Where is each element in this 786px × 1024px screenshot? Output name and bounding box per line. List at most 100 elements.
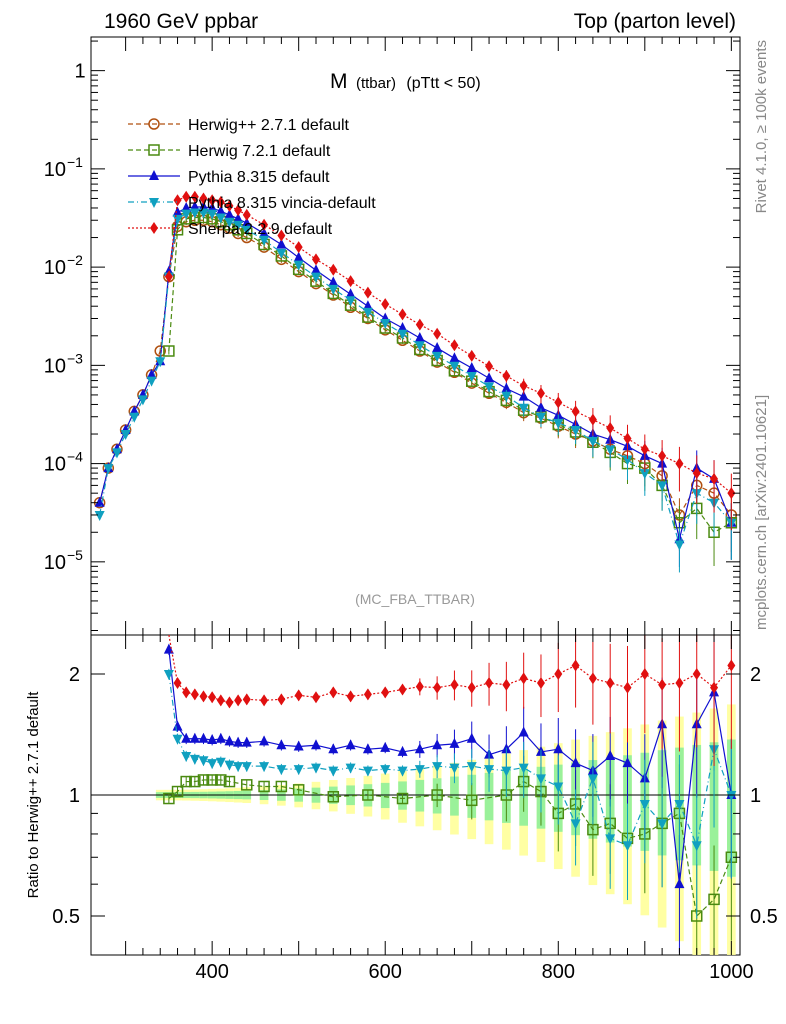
data-point (519, 379, 528, 392)
ratio-point (397, 745, 408, 756)
ratio-point (640, 668, 649, 680)
data-point (345, 288, 356, 299)
data-point (398, 308, 407, 321)
data-point (450, 339, 459, 352)
ratio-point (225, 696, 234, 709)
data-point (536, 387, 545, 400)
legend-item: Herwig 7.2.1 default (128, 143, 331, 160)
ratio-point (345, 739, 356, 750)
ratio-point (623, 681, 632, 694)
ratio-point (182, 686, 191, 699)
ratio-tick-label-right: 0.5 (750, 906, 778, 928)
data-point (189, 200, 200, 211)
ratio-point (622, 841, 633, 852)
legend-label: Pythia 8.315 default (188, 169, 330, 186)
data-point (639, 469, 650, 480)
data-point (233, 212, 244, 223)
ratio-point (657, 819, 668, 830)
ratio-point (449, 737, 460, 748)
data-point (571, 405, 580, 418)
title-cut: (pTtt < 50) (406, 75, 480, 92)
data-point (224, 208, 235, 219)
ratio-point (190, 688, 199, 701)
ratio-point (571, 659, 580, 672)
ratio-point (311, 691, 320, 704)
series-1 (163, 211, 738, 567)
data-point (129, 412, 140, 423)
ratio-point (173, 676, 182, 689)
ratio-tick-label: 1 (69, 785, 80, 807)
y-tick-label-exp: −4 (67, 449, 83, 465)
data-point (190, 190, 199, 203)
data-point (535, 412, 546, 423)
data-point (329, 263, 338, 276)
ratio-point (163, 792, 175, 805)
ratio-point (692, 668, 701, 680)
ratio-point (199, 690, 208, 703)
side-label-events: Rivet 4.1.0, ≥ 100k events (753, 40, 770, 213)
data-point (310, 272, 321, 283)
ratio-point (198, 732, 209, 743)
data-point (727, 487, 736, 500)
ratio-point (415, 680, 424, 693)
ratio-point (241, 762, 252, 773)
analysis-label: (MC_FBA_TTBAR) (355, 591, 475, 607)
ratio-point (215, 732, 226, 743)
ratio-line (168, 634, 732, 703)
data-point (674, 540, 685, 551)
ratio-point (189, 754, 200, 765)
data-point (259, 235, 270, 246)
data-point (260, 218, 269, 231)
ratio-point (206, 774, 218, 786)
data-point (311, 253, 320, 266)
ratio-point (380, 741, 391, 752)
data-point (623, 432, 632, 445)
data-point (658, 449, 667, 462)
series-4 (164, 190, 736, 531)
ratio-point (450, 678, 459, 691)
ratio-point (727, 659, 736, 672)
legend-item: Pythia 8.315 default (128, 169, 330, 186)
ratio-plot: 0.5 0.5 1 1 2 2 Ratio to Herwig++ 2.7.1 defau… (25, 634, 778, 956)
data-point (224, 217, 235, 228)
x-ticks: 400 600 800 1000 (125, 37, 754, 983)
data-point (397, 329, 408, 340)
ratio-point (708, 893, 720, 906)
y-tick-label: 10 (44, 159, 66, 181)
ratio-point (345, 763, 356, 774)
ratio-point (433, 681, 442, 694)
ratio-point (189, 732, 200, 743)
data-point (362, 307, 373, 318)
data-point (198, 200, 209, 211)
ratio-tick-label: 2 (69, 664, 80, 686)
x-tick-label: 1000 (709, 961, 754, 983)
data-point (328, 284, 339, 295)
data-point (163, 345, 175, 357)
ratio-point (260, 694, 269, 707)
data-point (501, 382, 512, 393)
data-point (294, 241, 303, 254)
ratio-point (396, 792, 409, 805)
series-0 (93, 214, 738, 552)
legend-marker (148, 118, 160, 130)
ratio-band-green (415, 779, 425, 812)
ratio-point (310, 763, 321, 774)
data-point (172, 214, 183, 225)
ratio-point (710, 681, 719, 694)
ratio-point (449, 763, 460, 774)
ratio-point (536, 676, 545, 689)
data-point (277, 229, 286, 242)
ratio-ylabel: Ratio to Herwig++ 2.7.1 default (25, 691, 42, 899)
data-point (415, 318, 424, 331)
ratio-tick-label-right: 2 (750, 664, 761, 686)
ratio-point (639, 799, 650, 810)
ratio-point (216, 694, 225, 707)
data-point (362, 300, 373, 311)
ratio-point (224, 760, 235, 771)
data-point (346, 275, 355, 288)
ratio-point (519, 672, 528, 685)
ratio-point (223, 775, 236, 788)
ratio-point (275, 780, 288, 793)
data-point (345, 296, 356, 307)
ratio-point (587, 823, 599, 836)
